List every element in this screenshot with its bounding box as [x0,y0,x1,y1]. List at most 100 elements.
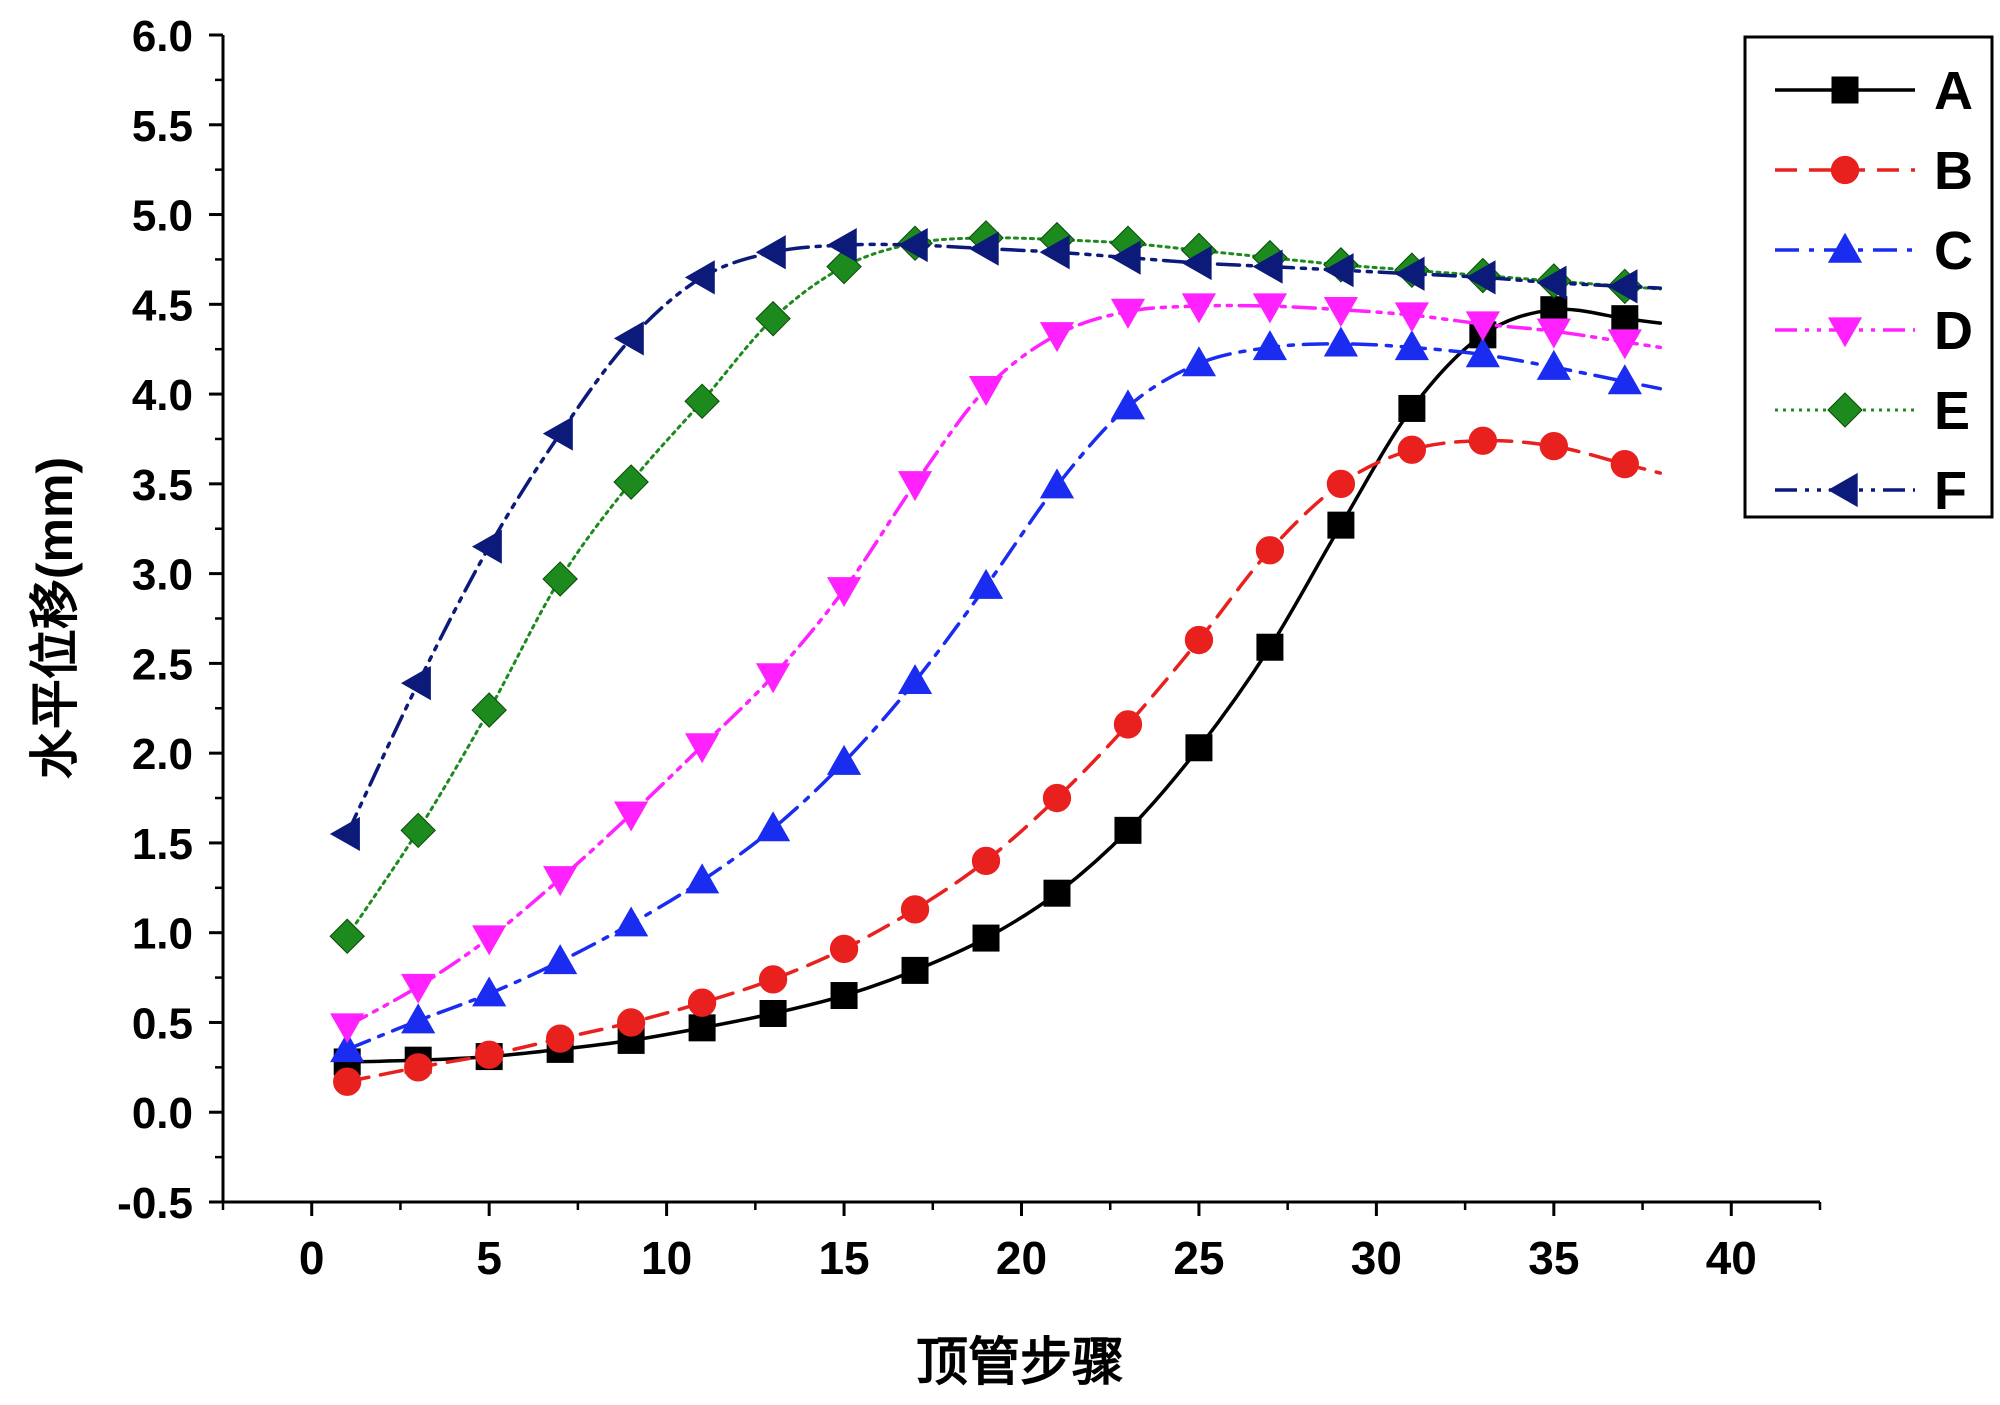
series-F-point [684,260,715,295]
series-D-point [543,866,578,897]
series-D-point [1181,293,1217,324]
y-tick-label: -0.5 [117,1179,193,1228]
legend-label: C [1934,221,1973,281]
series-C-point [401,1003,436,1034]
series-C-point [1536,349,1571,380]
series-C-point [614,906,649,937]
series-D-point [401,973,436,1004]
y-tick-label: 1.5 [132,820,193,869]
series-D-point [472,925,507,956]
series-A-line [345,307,1663,1064]
axes-ticks: -0.5 0.0 0.5 1.0 1.5 2.0 2.5 3.0 3.5 4.0 4.5 5.0 5.5… [117,12,1822,1284]
series-A-point [901,956,929,984]
series-E-point [684,383,720,420]
series-F-point [1536,265,1567,300]
series-B-point [1397,435,1427,464]
x-tick-label: 15 [818,1232,869,1284]
series-C-line [345,342,1663,1052]
series-E-line [345,236,1662,938]
series-D-point [684,733,720,764]
axes [221,35,1820,1204]
series-B-point [1184,625,1214,655]
series-A-point [1185,734,1213,762]
series-E-point [755,300,791,337]
series-A-point [1256,633,1284,661]
series-C-point [826,744,862,775]
series-D-point [1607,329,1642,360]
x-tick-label: 0 [299,1232,325,1284]
series-F-point [1323,253,1354,288]
series-C-point [897,664,933,695]
legend-marker [1827,232,1863,263]
series-A-point [1327,511,1355,539]
series-F-point [1607,269,1638,304]
series-B-point [1042,783,1072,813]
series-C-point [330,1032,365,1063]
y-tick-label: 5.0 [132,192,193,241]
series-F-point [1465,260,1496,295]
series-C-point [543,944,578,975]
series-E-point [471,692,507,728]
series-C-point [755,811,791,842]
legend-item-B: B [1775,141,1973,201]
legend-label: D [1934,301,1973,361]
series-F-line [345,242,1663,836]
series-B-line [345,438,1663,1084]
x-tick-label: 40 [1706,1232,1757,1284]
series-C-point [1465,337,1500,368]
y-tick-label: 5.5 [132,102,193,151]
series-F-point [542,416,573,451]
series-D-point [1465,311,1500,342]
x-tick-label: 10 [641,1232,692,1284]
series-D-point [1039,322,1075,353]
legend-label: B [1934,141,1973,201]
x-tick-label: 35 [1528,1232,1579,1284]
legend-label: E [1934,381,1970,441]
series-D-point [1323,297,1359,327]
series-F-point [1394,256,1425,291]
series-C [330,326,1663,1063]
series-F-point [968,231,999,266]
series-E-point [329,918,365,955]
series-F-point [471,529,502,564]
series-C-point [1110,389,1146,420]
series-B-point [687,988,717,1017]
legend-item-E: E [1775,381,1970,441]
series-C-point [1394,330,1429,361]
series-B [333,426,1663,1096]
series-B-point [404,1053,433,1082]
series-B-point [1113,710,1143,739]
y-tick-label: 3.0 [132,551,193,600]
series-D-point [1394,302,1429,333]
series-F-point [755,235,786,270]
series-A-point [688,1014,716,1042]
legend-box [1743,35,1994,519]
series-A-point [1398,394,1426,422]
series-E-point [400,812,436,849]
y-tick-label: 4.0 [132,371,193,420]
legend-item-A: A [1775,61,1973,121]
y-axis-label: 水平位移(mm) [27,457,83,779]
series-B-point [971,846,1001,876]
series-C-point [472,976,507,1007]
legend-marker [1827,317,1863,348]
series-C-point [1607,364,1642,395]
series-E-point [542,561,578,597]
series-F-point [1039,235,1070,270]
y-tick-label: 4.5 [132,281,193,330]
series-F-point [897,227,928,263]
y-tick-label: 0.5 [132,999,193,1048]
series-C-point [1039,468,1075,499]
series-A-point [972,924,1000,952]
legend-item-D: D [1775,301,1973,361]
series-F-point [329,816,360,852]
x-tick-label: 5 [476,1232,502,1284]
series-B-point [1255,536,1285,565]
series-D-point [826,577,862,608]
y-tick-label: 0.0 [132,1089,193,1138]
series-B-point [545,1024,575,1053]
series-F-point [1181,245,1212,281]
series-D [330,293,1663,1044]
